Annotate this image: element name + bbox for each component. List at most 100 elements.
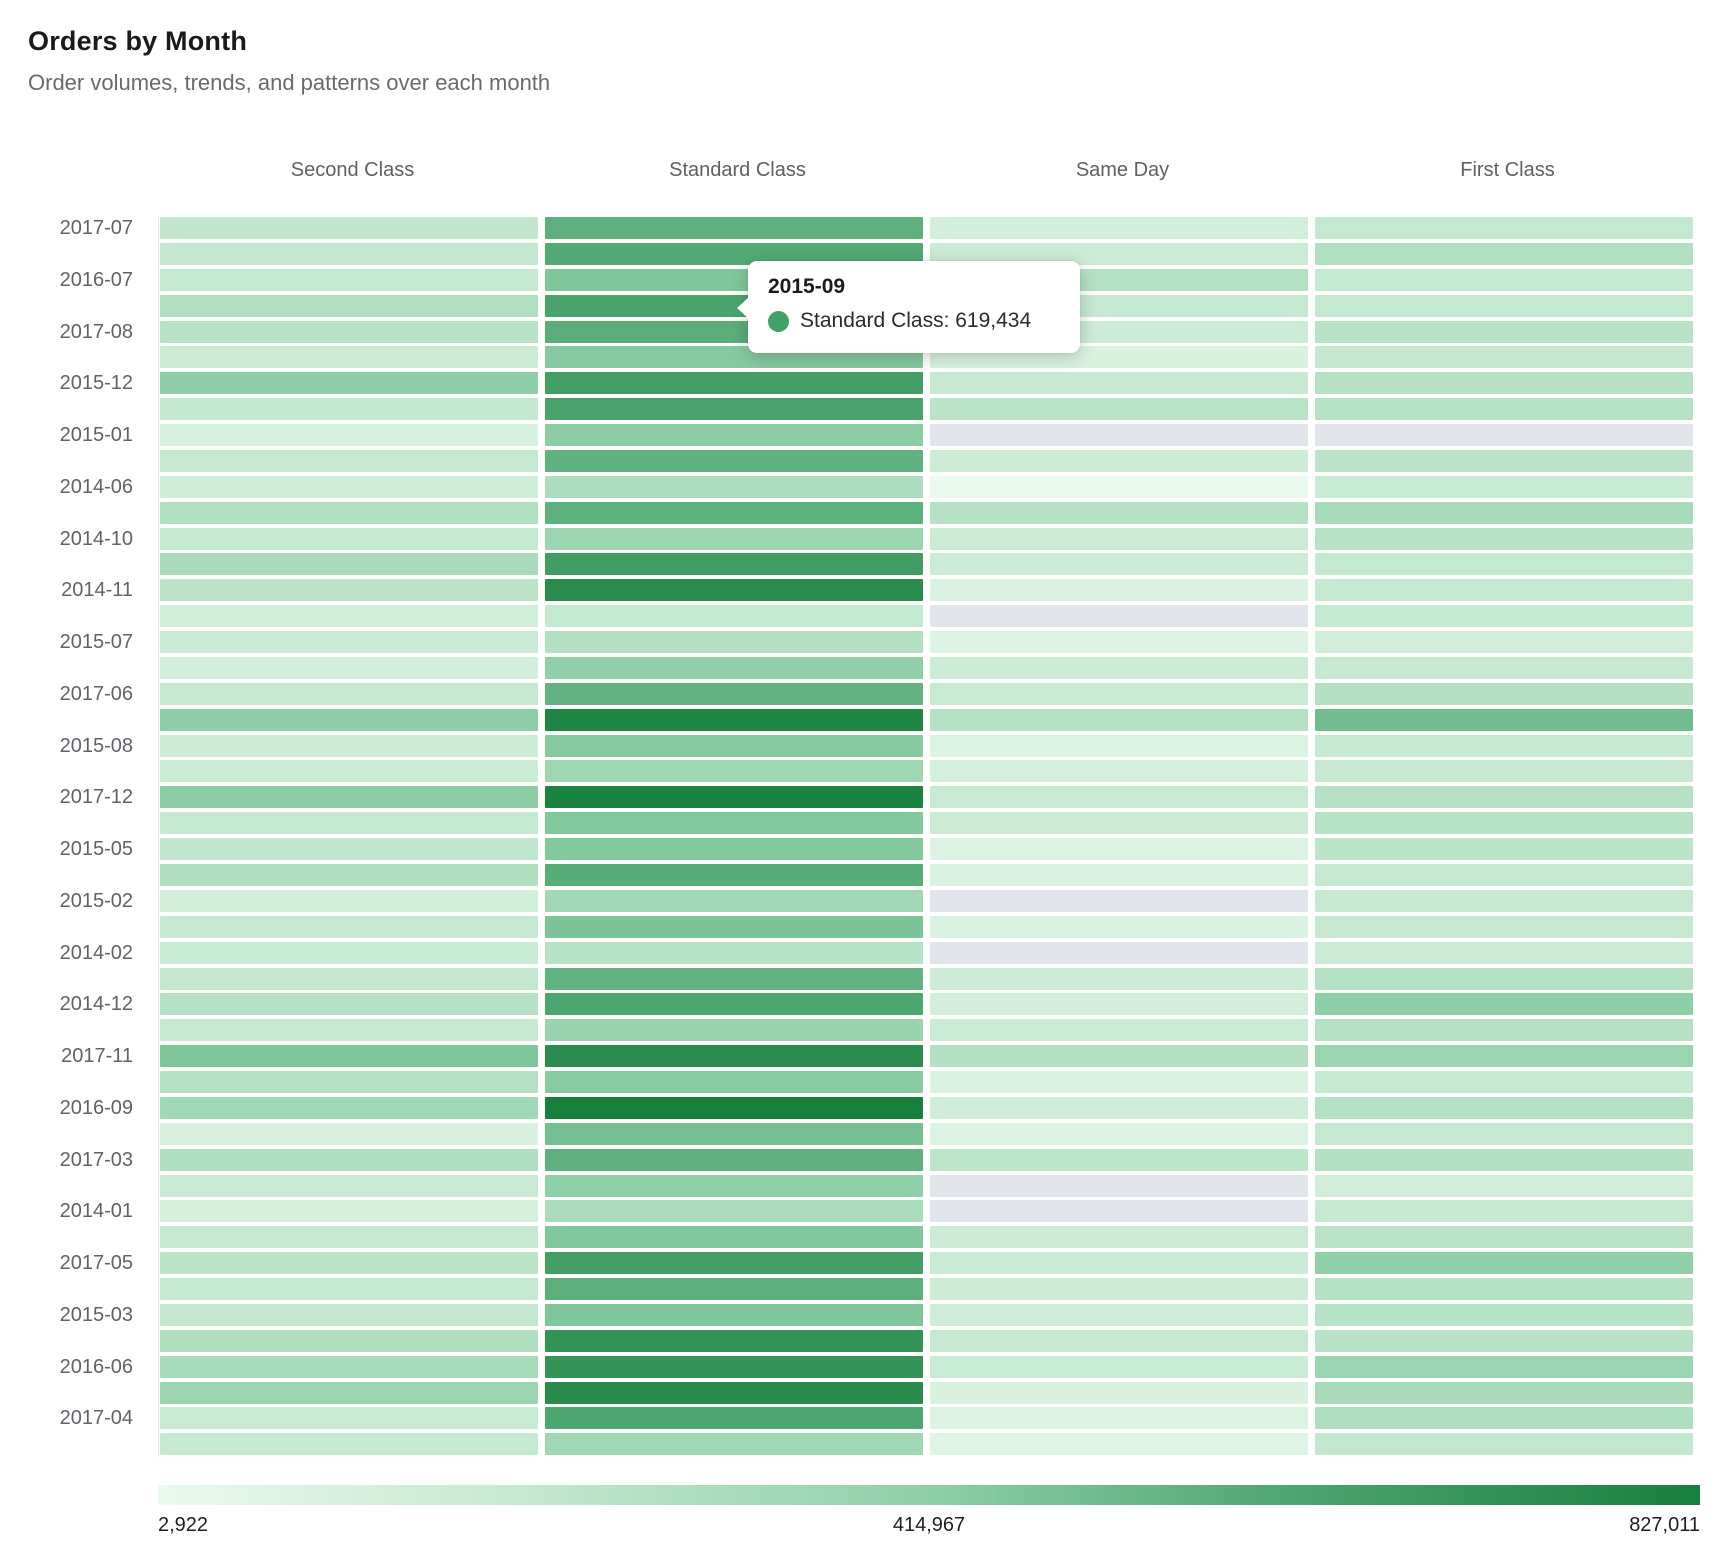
heatmap-cell[interactable] (930, 1433, 1308, 1455)
heatmap-cell[interactable] (930, 1278, 1308, 1300)
heatmap-cell[interactable] (545, 1278, 923, 1300)
heatmap-cell[interactable] (1315, 217, 1693, 239)
heatmap-cell[interactable] (545, 786, 923, 808)
heatmap-cell[interactable] (160, 1304, 538, 1326)
heatmap-cell[interactable] (545, 760, 923, 782)
heatmap-cell[interactable] (545, 812, 923, 834)
heatmap-cell[interactable] (545, 968, 923, 990)
heatmap-cell[interactable] (160, 631, 538, 653)
heatmap-cell[interactable] (545, 502, 923, 524)
heatmap-cell[interactable] (930, 398, 1308, 420)
heatmap-cell[interactable] (160, 657, 538, 679)
heatmap-cell[interactable] (160, 1226, 538, 1248)
heatmap-cell[interactable] (930, 1019, 1308, 1041)
heatmap-cell[interactable] (930, 735, 1308, 757)
heatmap-cell[interactable] (1315, 1252, 1693, 1274)
heatmap-cell[interactable] (545, 838, 923, 860)
heatmap-cell[interactable] (160, 786, 538, 808)
heatmap-cell[interactable] (1315, 942, 1693, 964)
heatmap-cell[interactable] (160, 269, 538, 291)
heatmap-cell[interactable] (160, 295, 538, 317)
heatmap-cell[interactable] (930, 916, 1308, 938)
heatmap-cell[interactable] (1315, 1175, 1693, 1197)
heatmap-cell[interactable] (545, 1226, 923, 1248)
heatmap-cell[interactable] (160, 890, 538, 912)
heatmap-cell[interactable] (930, 1149, 1308, 1171)
heatmap-cell[interactable] (1315, 1433, 1693, 1455)
heatmap-cell[interactable] (930, 1200, 1308, 1222)
heatmap-cell[interactable] (545, 1097, 923, 1119)
heatmap-cell[interactable] (160, 1071, 538, 1093)
heatmap-cell[interactable] (160, 1123, 538, 1145)
heatmap-cell[interactable] (545, 1330, 923, 1352)
heatmap-cell[interactable] (1315, 657, 1693, 679)
heatmap-cell[interactable] (930, 760, 1308, 782)
heatmap-cell[interactable] (930, 1330, 1308, 1352)
heatmap-cell[interactable] (545, 1123, 923, 1145)
heatmap-cell[interactable] (545, 1304, 923, 1326)
heatmap-cell[interactable] (1315, 450, 1693, 472)
heatmap-cell[interactable] (160, 1149, 538, 1171)
heatmap-cell[interactable] (1315, 321, 1693, 343)
heatmap-cell[interactable] (1315, 553, 1693, 575)
heatmap-cell[interactable] (160, 398, 538, 420)
heatmap-cell[interactable] (545, 1407, 923, 1429)
heatmap-cell[interactable] (930, 243, 1308, 265)
heatmap-cell[interactable] (160, 735, 538, 757)
heatmap-cell[interactable] (930, 864, 1308, 886)
heatmap-cell[interactable] (930, 1382, 1308, 1404)
heatmap-cell[interactable] (1315, 1045, 1693, 1067)
heatmap-cell[interactable] (1315, 1071, 1693, 1093)
heatmap-cell[interactable] (545, 476, 923, 498)
heatmap-cell[interactable] (545, 1252, 923, 1274)
heatmap-cell[interactable] (930, 968, 1308, 990)
heatmap-cell[interactable] (545, 735, 923, 757)
heatmap-cell[interactable] (1315, 1382, 1693, 1404)
heatmap-cell[interactable] (930, 1356, 1308, 1378)
heatmap-cell[interactable] (160, 812, 538, 834)
heatmap-cell[interactable] (1315, 398, 1693, 420)
heatmap-cell[interactable] (1315, 605, 1693, 627)
heatmap-cell[interactable] (930, 1304, 1308, 1326)
heatmap-cell[interactable] (1315, 243, 1693, 265)
heatmap-cell[interactable] (930, 553, 1308, 575)
heatmap-cell[interactable] (160, 476, 538, 498)
heatmap-cell[interactable] (930, 631, 1308, 653)
heatmap-cell[interactable] (930, 838, 1308, 860)
heatmap-cell[interactable] (160, 968, 538, 990)
heatmap-cell[interactable] (1315, 916, 1693, 938)
heatmap-cell[interactable] (1315, 528, 1693, 550)
heatmap-cell[interactable] (545, 1356, 923, 1378)
heatmap-cell[interactable] (545, 1200, 923, 1222)
heatmap-cell[interactable] (930, 890, 1308, 912)
heatmap-cell[interactable] (160, 709, 538, 731)
heatmap-cell[interactable] (930, 812, 1308, 834)
heatmap-cell[interactable] (545, 942, 923, 964)
heatmap-cell[interactable] (160, 1252, 538, 1274)
heatmap-cell[interactable] (160, 553, 538, 575)
heatmap-cell[interactable] (545, 528, 923, 550)
heatmap-cell[interactable] (1315, 864, 1693, 886)
heatmap-cell[interactable] (930, 942, 1308, 964)
heatmap-cell[interactable] (1315, 1356, 1693, 1378)
heatmap-cell[interactable] (1315, 709, 1693, 731)
heatmap-cell[interactable] (1315, 683, 1693, 705)
heatmap-cell[interactable] (1315, 760, 1693, 782)
heatmap-cell[interactable] (930, 709, 1308, 731)
heatmap-cell[interactable] (160, 346, 538, 368)
heatmap-cell[interactable] (545, 993, 923, 1015)
heatmap-cell[interactable] (930, 476, 1308, 498)
heatmap-cell[interactable] (930, 372, 1308, 394)
heatmap-cell[interactable] (545, 424, 923, 446)
heatmap-cell[interactable] (160, 502, 538, 524)
heatmap-cell[interactable] (160, 1278, 538, 1300)
heatmap-cell[interactable] (1315, 476, 1693, 498)
heatmap-cell[interactable] (545, 709, 923, 731)
heatmap-cell[interactable] (1315, 372, 1693, 394)
heatmap-cell[interactable] (1315, 786, 1693, 808)
heatmap-cell[interactable] (545, 916, 923, 938)
heatmap-cell[interactable] (930, 1226, 1308, 1248)
heatmap-cell[interactable] (1315, 1149, 1693, 1171)
heatmap-cell[interactable] (545, 890, 923, 912)
heatmap-cell[interactable] (930, 217, 1308, 239)
